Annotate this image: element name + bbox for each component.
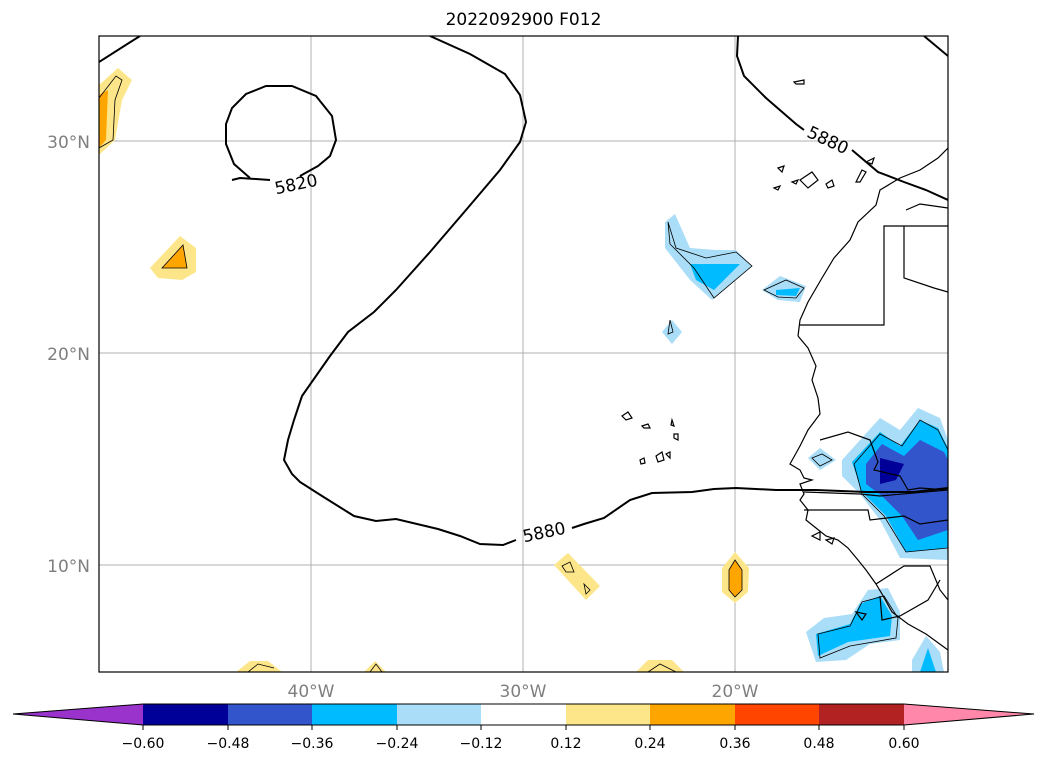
colorbar-segment: [735, 704, 819, 725]
colorbar-segment: [397, 704, 481, 725]
positive-anomaly-shape: [99, 68, 132, 155]
positive-anomaly-shape: [554, 553, 600, 600]
negative-anomaly-shape: [816, 596, 892, 656]
map-title: 2022092900 F012: [445, 10, 602, 30]
colorbar: −0.60 −0.48 −0.36 −0.24 −0.12 0.12 0.24 …: [12, 703, 1035, 752]
negative-anomaly-shape: [776, 288, 800, 296]
longitude-label: 30°W: [500, 682, 547, 702]
colorbar-tick-label: −0.12: [460, 736, 503, 752]
latitude-label: 20°N: [47, 345, 90, 365]
colorbar-tick-label: 0.48: [803, 736, 834, 752]
longitude-label: 20°W: [712, 682, 759, 702]
negative-anomaly-shape: [880, 458, 904, 484]
colorbar-segment: [650, 704, 735, 725]
negative-anomaly-shape: [920, 648, 936, 672]
shading-contours: [99, 75, 948, 672]
colorbar-tick-label: −0.60: [122, 736, 165, 752]
negative-anomaly-shape: [690, 264, 740, 290]
map-frame: [98, 35, 949, 673]
colorbar-extend-low: [13, 704, 143, 725]
gridlines: [99, 36, 948, 672]
positive-anomaly-shape: [636, 660, 684, 672]
contour-5820-closed: [225, 85, 338, 181]
contour-5820-north: [99, 36, 141, 63]
colorbar-tick-label: 0.24: [634, 736, 665, 752]
colorbar-tick-label: 0.36: [719, 736, 750, 752]
longitude-label: 40°W: [288, 682, 335, 702]
colorbar-segment: [481, 704, 566, 725]
latitude-label: 10°N: [47, 557, 90, 577]
colorbar-tick-label: −0.24: [376, 736, 419, 752]
contour-label: 5820: [273, 171, 319, 200]
contour-5880-northeast: [735, 36, 948, 201]
height-contours: [99, 36, 948, 547]
colorbar-segment: [819, 704, 904, 725]
contour-label: 5880: [804, 123, 852, 159]
positive-anomaly-shape: [728, 559, 743, 598]
negative-anomaly-shape: [665, 214, 752, 300]
contour-5880-main: [282, 36, 948, 547]
contour-ne-corner: [923, 36, 948, 57]
contour-label: 5880: [521, 519, 567, 548]
colorbar-segment: [143, 704, 228, 725]
negative-anomaly-shape: [808, 448, 836, 470]
colorbar-tick-label: −0.48: [207, 736, 250, 752]
positive-anomaly-shape: [236, 661, 282, 672]
colorbar-tick-label: −0.36: [291, 736, 334, 752]
colorbar-segment: [312, 704, 397, 725]
colorbar-extend-high: [904, 704, 1034, 725]
colorbar-segment: [228, 704, 312, 725]
colorbar-tick-label: 0.12: [550, 736, 581, 752]
map-area: 5820 5880 5880: [99, 36, 948, 672]
colorbar-tick-label: 0.60: [888, 736, 919, 752]
positive-anomaly-shape: [99, 90, 108, 148]
positive-anomaly-shape: [161, 244, 188, 269]
colorbar-segment: [566, 704, 650, 725]
latitude-label: 30°N: [47, 133, 90, 153]
shading-layer: [99, 68, 948, 672]
positive-anomaly-shape: [364, 661, 386, 672]
